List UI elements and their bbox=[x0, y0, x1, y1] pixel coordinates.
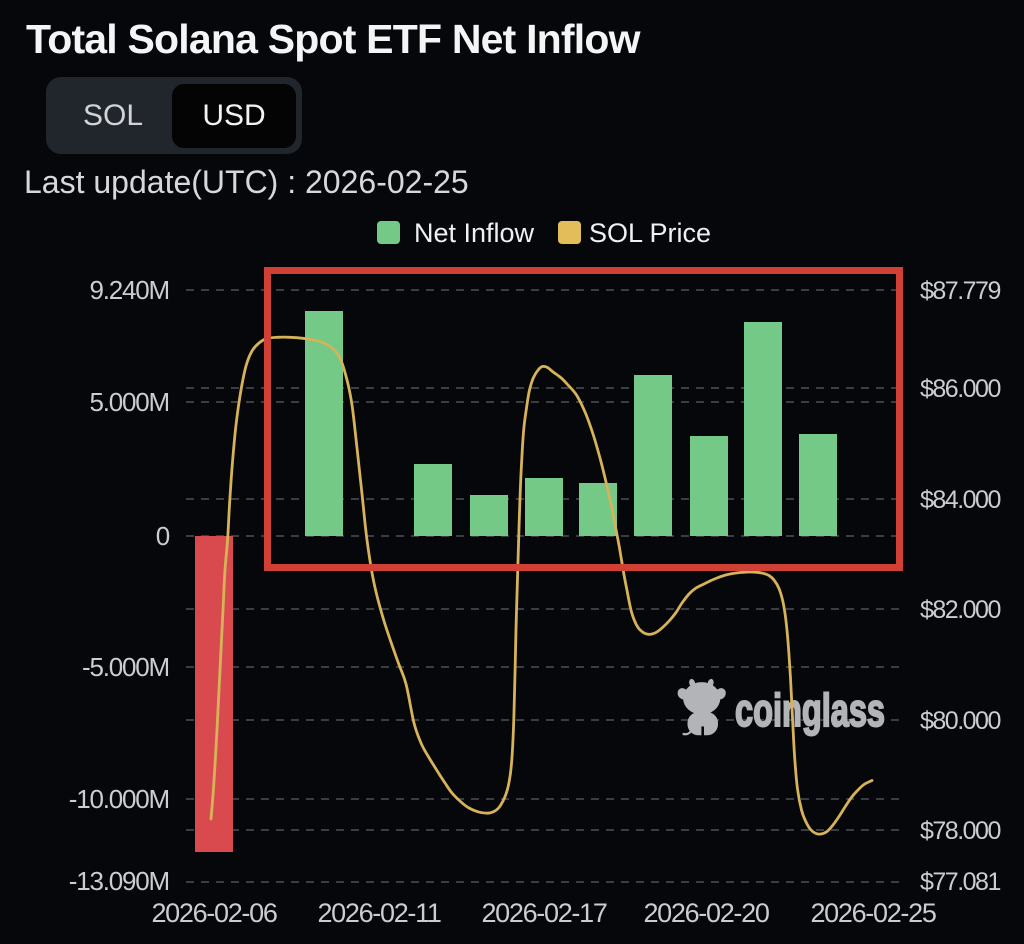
svg-text:$78.000: $78.000 bbox=[920, 817, 1000, 845]
svg-text:$80.000: $80.000 bbox=[920, 707, 1000, 735]
svg-text:2026-02-06: 2026-02-06 bbox=[151, 898, 276, 928]
svg-text:2026-02-17: 2026-02-17 bbox=[481, 898, 606, 928]
svg-text:$84.000: $84.000 bbox=[920, 486, 1000, 514]
svg-text:$77.081: $77.081 bbox=[920, 868, 1000, 896]
svg-text:0: 0 bbox=[156, 521, 170, 551]
svg-text:coinglass: coinglass bbox=[735, 684, 885, 736]
svg-text:2026-02-20: 2026-02-20 bbox=[643, 898, 768, 928]
svg-text:5.000M: 5.000M bbox=[89, 387, 169, 417]
svg-text:2026-02-25: 2026-02-25 bbox=[810, 898, 935, 928]
svg-text:-10.000M: -10.000M bbox=[69, 784, 169, 814]
svg-text:9.240M: 9.240M bbox=[89, 275, 169, 305]
svg-text:$86.000: $86.000 bbox=[920, 375, 1000, 403]
svg-text:-5.000M: -5.000M bbox=[82, 652, 169, 682]
svg-text:$87.779: $87.779 bbox=[920, 277, 1000, 305]
svg-text:2026-02-11: 2026-02-11 bbox=[317, 898, 440, 928]
svg-text:-13.090M: -13.090M bbox=[69, 866, 169, 896]
svg-text:$82.000: $82.000 bbox=[920, 596, 1000, 624]
